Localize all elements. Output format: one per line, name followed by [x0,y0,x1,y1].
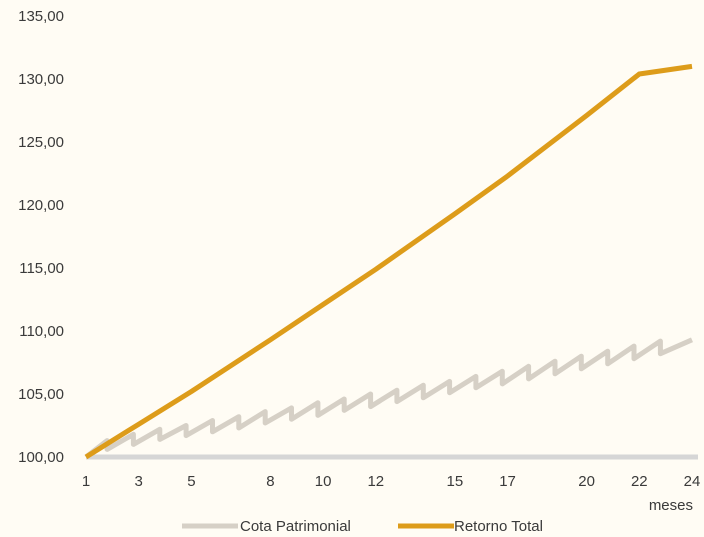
x-tick-label: 22 [631,473,648,490]
y-tick-label: 135,00 [18,8,64,25]
legend: Cota Patrimonial Retorno Total [182,518,543,535]
y-tick-label: 120,00 [18,197,64,214]
x-tick-label: 15 [447,473,464,490]
x-axis-labels: 1 3 5 8 10 12 15 17 20 22 24 [82,473,701,490]
x-tick-label: 10 [315,473,332,490]
y-tick-label: 110,00 [19,323,64,340]
y-axis-labels: 100,00 105,00 110,00 115,00 120,00 125,00 130,… [18,8,64,466]
legend-label-retorno-total: Retorno Total [454,518,543,535]
y-tick-label: 115,00 [19,260,64,277]
x-axis-title: meses [649,497,693,514]
x-tick-label: 12 [367,473,384,490]
y-tick-label: 100,00 [18,449,64,466]
series-line-retorno-total [84,63,693,460]
y-tick-label: 125,00 [18,134,64,151]
legend-label-cota-patrimonial: Cota Patrimonial [240,518,351,535]
series-layer [84,63,694,460]
x-tick-label: 20 [578,473,595,490]
y-tick-label: 105,00 [18,386,64,403]
y-tick-label: 130,00 [18,71,64,88]
x-tick-label: 24 [684,473,701,490]
x-tick-label: 3 [135,473,143,490]
x-tick-label: 1 [82,473,90,490]
x-tick-label: 8 [266,473,274,490]
series-line-cota-patrimonial [84,337,694,459]
x-tick-label: 17 [499,473,516,490]
x-tick-label: 5 [187,473,195,490]
